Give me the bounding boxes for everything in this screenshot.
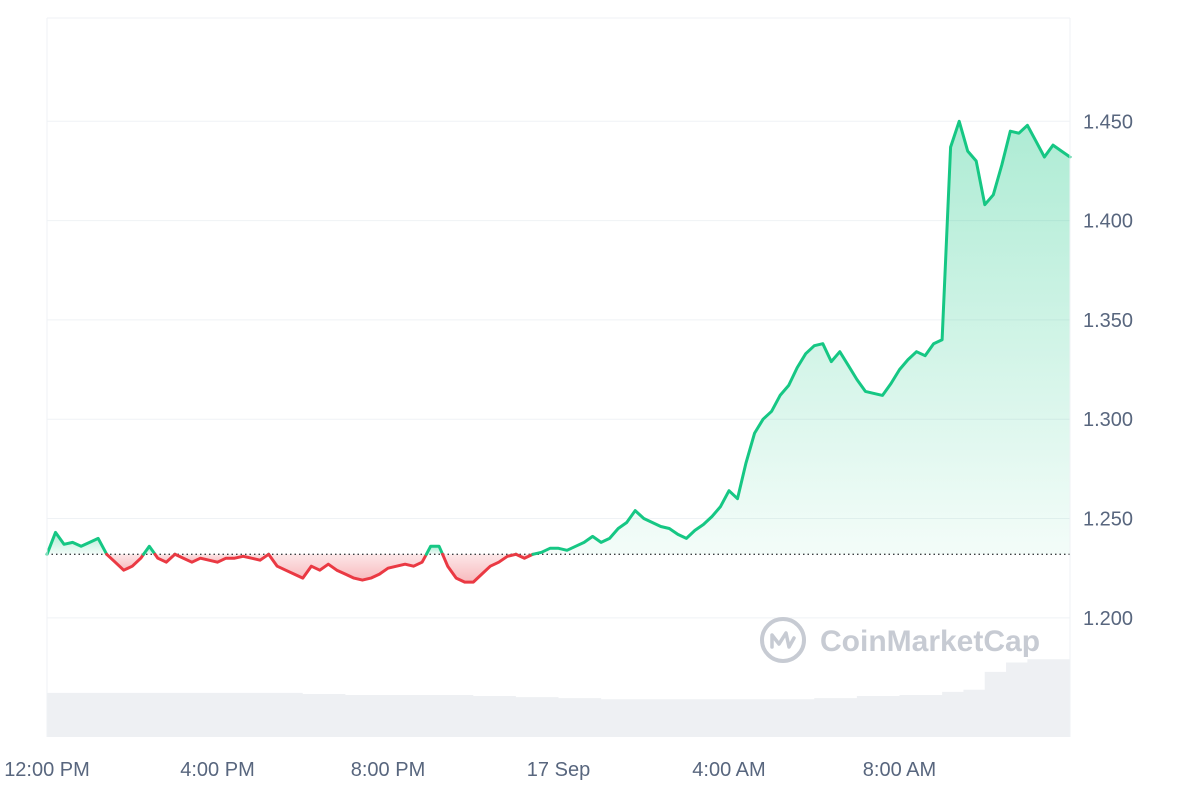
price-segment-down xyxy=(153,552,177,564)
x-tick-label: 4:00 AM xyxy=(692,759,765,781)
price-segment-down xyxy=(441,552,518,584)
volume-bars xyxy=(47,657,1070,737)
price-line xyxy=(45,119,1072,584)
y-tick-label: 1.200 xyxy=(1083,608,1133,630)
price-segment-up xyxy=(531,119,1072,556)
x-tick-label: 17 Sep xyxy=(527,759,590,781)
chart-frame xyxy=(46,17,1071,737)
price-segment-up xyxy=(45,530,109,556)
price-segment-down xyxy=(514,552,535,560)
price-segment-down xyxy=(173,552,271,564)
area-fill-up xyxy=(47,532,107,555)
x-tick-label: 4:00 PM xyxy=(180,759,254,781)
price-segment-up xyxy=(424,544,445,556)
price-segment-down xyxy=(267,552,428,582)
x-tick-label: 8:00 PM xyxy=(351,759,425,781)
watermark: CoinMarketCap xyxy=(760,617,1040,663)
price-segment-up xyxy=(142,544,157,556)
grid-lines xyxy=(47,120,1070,619)
y-tick-label: 1.450 xyxy=(1083,111,1133,133)
y-tick-label: 1.300 xyxy=(1083,409,1133,431)
area-fill-down xyxy=(268,554,427,581)
x-tick-label: 8:00 AM xyxy=(863,759,936,781)
price-segment-down xyxy=(105,552,146,572)
x-axis-labels: 12:00 PM 4:00 PM 8:00 PM 17 Sep 4:00 AM 8:00 … xyxy=(4,759,936,781)
y-tick-label: 1.400 xyxy=(1083,211,1133,233)
watermark-text: CoinMarketCap xyxy=(820,625,1040,658)
area-fill-down xyxy=(155,554,175,563)
area-fill-up xyxy=(532,121,1070,555)
y-axis-labels: 1.200 1.250 1.300 1.350 1.400 1.450 xyxy=(1083,111,1133,630)
area-fill-down xyxy=(106,554,144,571)
y-tick-label: 1.250 xyxy=(1083,509,1133,531)
x-tick-label: 12:00 PM xyxy=(4,759,90,781)
coinmarketcap-logo-icon xyxy=(760,617,806,663)
y-tick-label: 1.350 xyxy=(1083,310,1133,332)
volume-area xyxy=(47,657,1070,737)
